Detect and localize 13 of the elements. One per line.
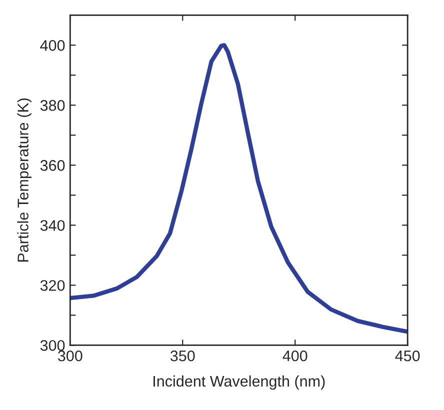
x-axis-title: Incident Wavelength (nm) <box>154 375 325 390</box>
y-tick-label: 340 <box>40 220 65 231</box>
y-tick-label: 360 <box>40 160 65 171</box>
y-tick-label: 320 <box>40 280 65 291</box>
x-tick-label: 400 <box>282 350 308 362</box>
y-tick-label: 400 <box>40 40 65 51</box>
y-tick-label: 300 <box>40 340 65 351</box>
x-tick-label: 450 <box>395 350 420 362</box>
x-tick-label: 300 <box>58 350 82 362</box>
y-tick-label: 380 <box>40 100 65 111</box>
y-axis-title: Particle Temperature (K) <box>17 98 32 262</box>
line-series <box>70 43 408 334</box>
x-tick-label: 350 <box>170 350 195 362</box>
